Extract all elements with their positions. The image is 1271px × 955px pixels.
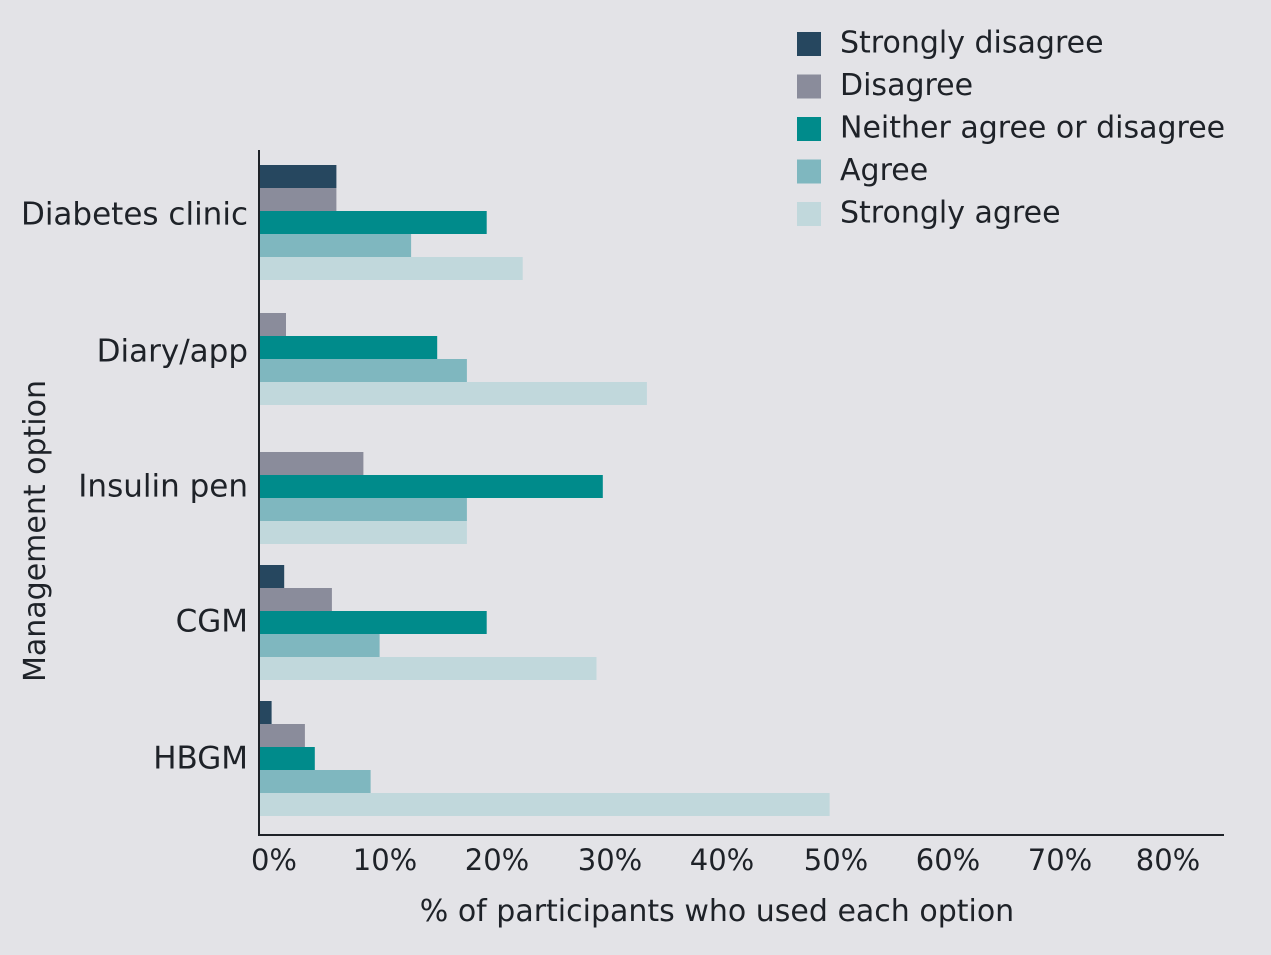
bar-hbgm-disagree	[259, 724, 305, 747]
category-label: Insulin pen	[78, 469, 248, 505]
x-tick-label: 50%	[804, 843, 868, 877]
bar-hbgm-strongly-disagree	[259, 701, 272, 724]
bar-diary-app-neither-agree-or-disagree	[259, 336, 438, 359]
bar-insulin-pen-agree	[259, 498, 467, 521]
category-label: Diabetes clinic	[21, 197, 248, 233]
legend-label: Neither agree or disagree	[840, 111, 1225, 146]
legend-swatch	[797, 159, 821, 184]
y-axis-title: Management option	[18, 380, 53, 682]
bar-cgm-neither-agree-or-disagree	[259, 611, 487, 634]
legend: Strongly disagree Disagree Neither agree o…	[797, 26, 1225, 231]
x-axis-title: % of participants who used each option	[420, 894, 1014, 929]
bar-diabetes-clinic-neither-agree-or-disagree	[259, 211, 487, 234]
legend-swatch	[797, 202, 821, 226]
x-tick-label: 20%	[465, 843, 529, 877]
legend-label: Strongly agree	[840, 196, 1061, 231]
bar-insulin-pen-disagree	[259, 452, 364, 475]
bar-diabetes-clinic-agree	[259, 234, 412, 257]
legend-swatch	[797, 32, 821, 56]
bar-hbgm-neither-agree-or-disagree	[259, 747, 315, 770]
x-tick-label: 80%	[1136, 843, 1200, 877]
x-tick-label: 0%	[251, 843, 297, 877]
legend-swatch	[797, 74, 821, 99]
x-tick-label: 40%	[690, 843, 754, 877]
category-label: CGM	[176, 604, 248, 640]
category-label: Diary/app	[97, 334, 248, 370]
category-labels: Diabetes clinic Diary/app Insulin pen CGM HB…	[21, 197, 248, 777]
legend-label: Agree	[840, 153, 928, 188]
bar-cgm-disagree	[259, 588, 332, 611]
bar-insulin-pen-neither-agree-or-disagree	[259, 475, 603, 498]
x-tick-label: 30%	[578, 843, 642, 877]
bar-diabetes-clinic-strongly-disagree	[259, 165, 337, 188]
legend-label: Strongly disagree	[840, 26, 1104, 61]
legend-swatch	[797, 117, 821, 141]
bars-layer	[259, 165, 830, 816]
bar-cgm-agree	[259, 634, 380, 657]
category-label: HBGM	[153, 741, 248, 777]
bar-cgm-strongly-agree	[259, 657, 597, 680]
bar-hbgm-agree	[259, 770, 371, 793]
bar-insulin-pen-strongly-agree	[259, 521, 467, 544]
x-tick-labels: 0% 10% 20% 30% 40% 50% 60% 70% 80%	[251, 843, 1200, 877]
bar-hbgm-strongly-agree	[259, 793, 830, 816]
bar-diary-app-agree	[259, 359, 467, 382]
bar-diabetes-clinic-disagree	[259, 188, 337, 211]
x-tick-label: 10%	[353, 843, 417, 877]
bar-diary-app-disagree	[259, 313, 286, 336]
bar-cgm-strongly-disagree	[259, 565, 285, 588]
x-tick-label: 70%	[1028, 843, 1092, 877]
legend-label: Disagree	[840, 68, 973, 103]
x-tick-label: 60%	[916, 843, 980, 877]
bar-diabetes-clinic-strongly-agree	[259, 257, 523, 280]
bar-diary-app-strongly-agree	[259, 382, 647, 405]
